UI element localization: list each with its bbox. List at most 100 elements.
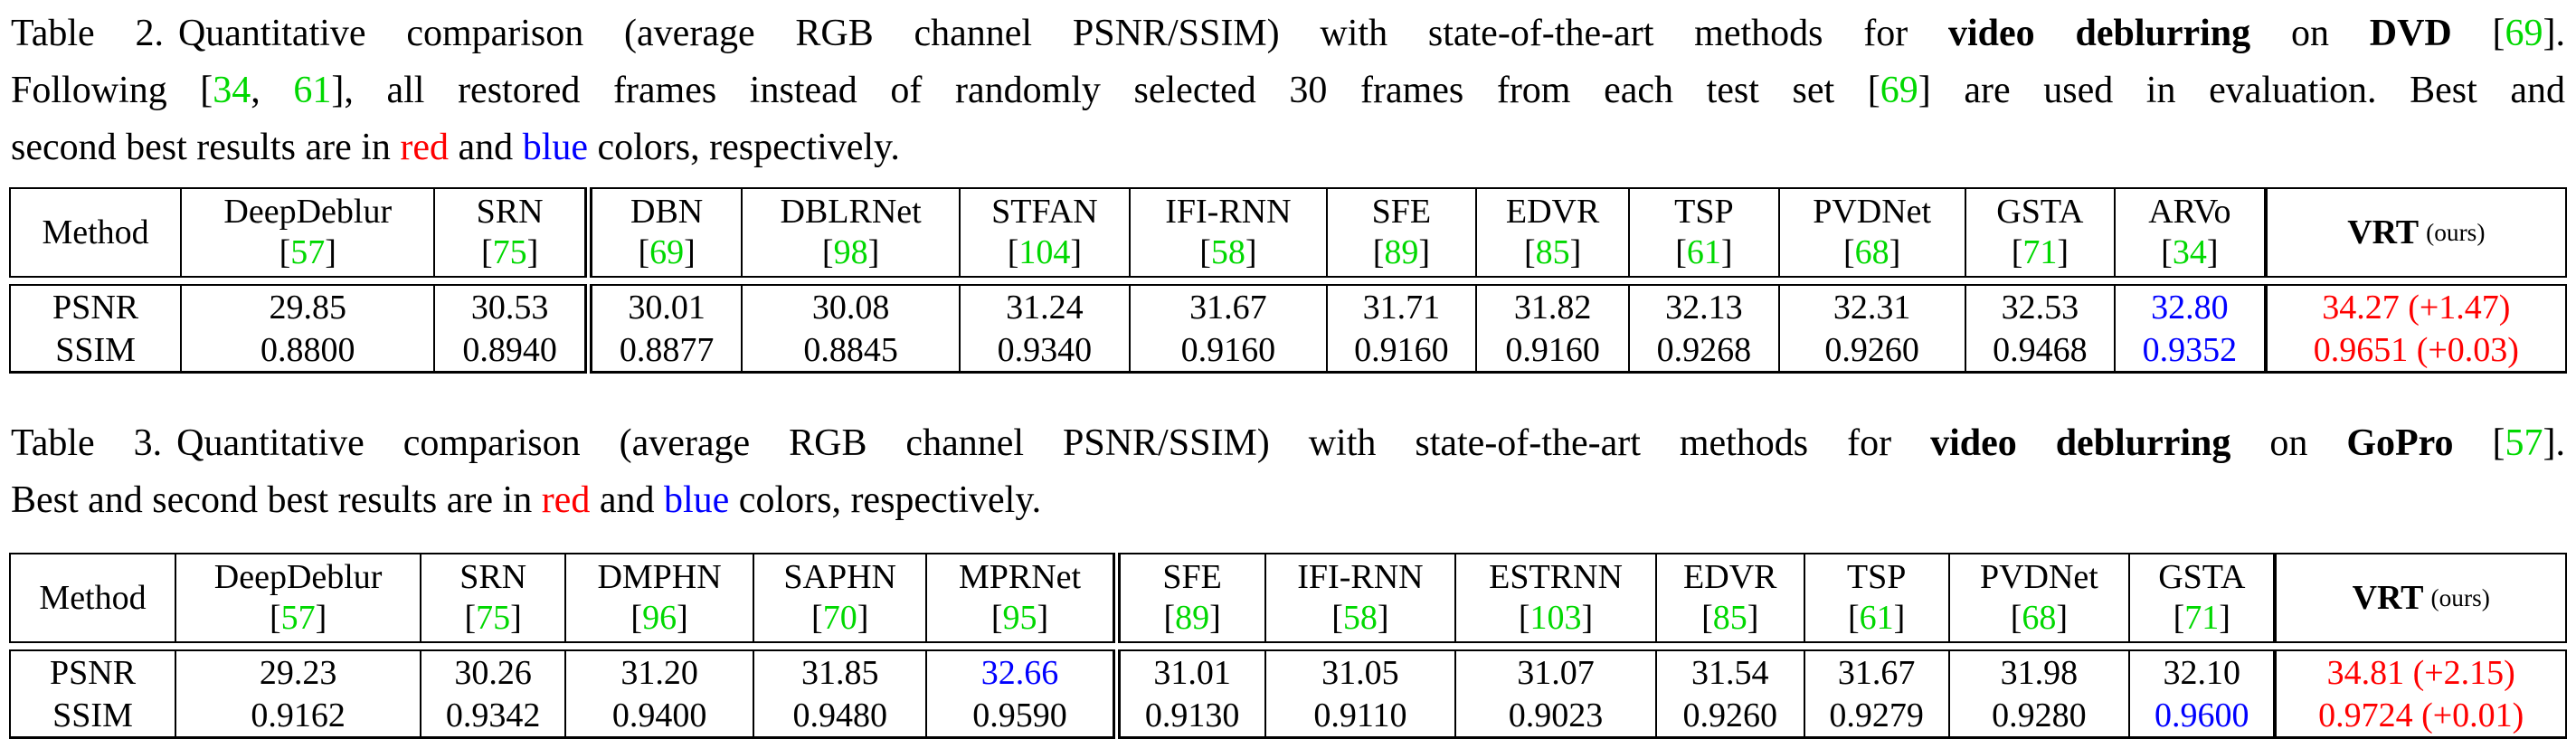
citation-number: 61: [1686, 233, 1721, 271]
column-header-ifi-rnn: IFI-RNN [58]: [1264, 553, 1457, 643]
psnr-value: 30.08: [741, 284, 961, 328]
caption-text: Following [: [11, 70, 213, 111]
citation-number: 68: [2022, 599, 2057, 637]
column-header-arvo: ARVo [34]: [2114, 187, 2267, 278]
bracket: ]: [677, 599, 688, 637]
ssim-value: 0.9342: [420, 694, 567, 739]
method-column-label: Method: [42, 213, 149, 251]
method-citation: [58]: [1275, 598, 1446, 639]
bracket: [: [2161, 233, 2173, 271]
ssim-value: 0.8845: [741, 328, 961, 374]
column-header-estrnn: ESTRNN [103]: [1454, 553, 1657, 643]
caption-text: and: [449, 127, 523, 168]
column-header-edvr: EDVR [85]: [1474, 187, 1631, 278]
gap-cell: [959, 277, 1131, 285]
bracket: [: [480, 233, 493, 271]
ssim-value: 0.9268: [1628, 328, 1780, 374]
citation-number: 103: [1530, 599, 1582, 637]
citation-number: 57: [290, 233, 326, 271]
gap-cell: [181, 277, 435, 285]
method-name: GSTA: [1996, 193, 2084, 231]
column-header-gsta: GSTA [71]: [2128, 553, 2277, 643]
ssim-value: 0.9480: [753, 694, 928, 739]
psnr-value: 31.24: [958, 284, 1132, 328]
column-header-sfe: SFE [89]: [1325, 187, 1477, 278]
ssim-value: 0.8800: [180, 328, 436, 374]
method-name: TSP: [1674, 193, 1734, 231]
caption-text: colors, respectively.: [729, 479, 1042, 521]
method-name: DMPHN: [597, 558, 722, 596]
gap-cell: [1264, 642, 1456, 650]
ours-suffix: (ours): [2430, 583, 2490, 611]
ssim-value: 0.9162: [175, 694, 422, 739]
caption-text: GoPro: [2346, 422, 2454, 464]
psnr-value: 32.31: [1777, 284, 1966, 328]
method-citation: [68]: [1789, 232, 1956, 273]
gap-cell: [1326, 277, 1476, 285]
method-name: DBLRNet: [780, 193, 922, 231]
method-name: VRT: [2352, 579, 2424, 617]
ssim-value: 0.9110: [1264, 694, 1457, 739]
method-column-label: Method: [39, 579, 147, 617]
method-citation: [75]: [431, 598, 555, 639]
colored-text: 69: [2505, 13, 2543, 54]
citation-number: 98: [833, 233, 868, 271]
gap-cell: [565, 642, 754, 650]
bracket: ]: [1377, 599, 1389, 637]
method-citation: [61]: [1814, 598, 1939, 639]
psnr-value: 31.05: [1264, 649, 1457, 694]
bracket: ]: [1893, 599, 1906, 637]
gap-cell: [434, 277, 589, 285]
bracket: [: [990, 599, 1003, 637]
ssim-value: 0.9260: [1777, 328, 1966, 374]
psnr-value: 31.20: [564, 649, 755, 694]
gap-cell: [2265, 277, 2566, 285]
bracket: [: [638, 233, 650, 271]
method-name: EDVR: [1683, 558, 1777, 596]
psnr-value: 34.81 (+2.15): [2273, 649, 2567, 694]
bracket: ]: [1581, 599, 1594, 637]
caption-text: colors, respectively.: [588, 127, 900, 168]
method-citation: [70]: [763, 598, 916, 639]
psnr-value: 30.53: [433, 284, 592, 328]
colored-text: red: [541, 479, 591, 521]
column-header-deepdeblur: DeepDeblur [57]: [180, 187, 436, 278]
method-name: VRT: [2347, 213, 2420, 251]
method-name: TSP: [1846, 558, 1907, 596]
bracket: [: [1007, 233, 1019, 271]
bracket: ]: [867, 233, 880, 271]
citation-number: 104: [1018, 233, 1071, 271]
ssim-value: 0.9160: [1129, 328, 1328, 374]
colored-text: red: [400, 127, 450, 168]
ssim-value: 0.8877: [587, 328, 743, 374]
gap-cell: [2275, 642, 2566, 650]
ssim-value: 0.9260: [1654, 694, 1805, 739]
citation-number: 68: [1854, 233, 1889, 271]
caption-text: second best results are in: [11, 127, 401, 168]
psnr-row: PSNR 29.85 30.53 30.01 30.08 31.24 31.67 31.71 3…: [8, 284, 2568, 328]
caption-text: on: [2230, 422, 2347, 464]
column-header-pvdnet: PVDNet [68]: [1947, 553, 2131, 643]
caption-text: and: [590, 479, 664, 521]
table3-caption: Table 3. Quantitative comparison (average…: [11, 415, 2565, 529]
bracket: ]: [1889, 233, 1901, 271]
caption-text: DVD: [2369, 13, 2452, 54]
table2-caption: Table 2. Quantitative comparison (average…: [11, 5, 2565, 176]
psnr-row: PSNR 29.23 30.26 31.20 31.85 32.66 31.01 31.05 3…: [8, 649, 2567, 694]
column-header-stfan: STFAN [104]: [958, 187, 1132, 278]
ssim-value: 0.9590: [925, 694, 1121, 739]
gap-cell: [1804, 642, 1949, 650]
ssim-row: SSIM 0.8800 0.8940 0.8877 0.8845 0.9340 0.9160…: [8, 328, 2568, 374]
citation-number: 75: [492, 233, 527, 271]
bracket: ]: [510, 599, 522, 637]
psnr-value: 32.80: [2114, 284, 2267, 328]
citation-number: 61: [1859, 599, 1894, 637]
method-name: STFAN: [991, 193, 1098, 231]
citation-number: 34: [2172, 233, 2207, 271]
caption-text: Best and second best results are in: [11, 479, 542, 521]
caption-text: Table 3.: [11, 422, 163, 464]
column-header-deepdeblur: DeepDeblur [57]: [175, 553, 422, 643]
bracket: ]: [2057, 233, 2069, 271]
column-header-edvr: EDVR [85]: [1654, 553, 1805, 643]
colored-text: blue: [522, 127, 588, 168]
